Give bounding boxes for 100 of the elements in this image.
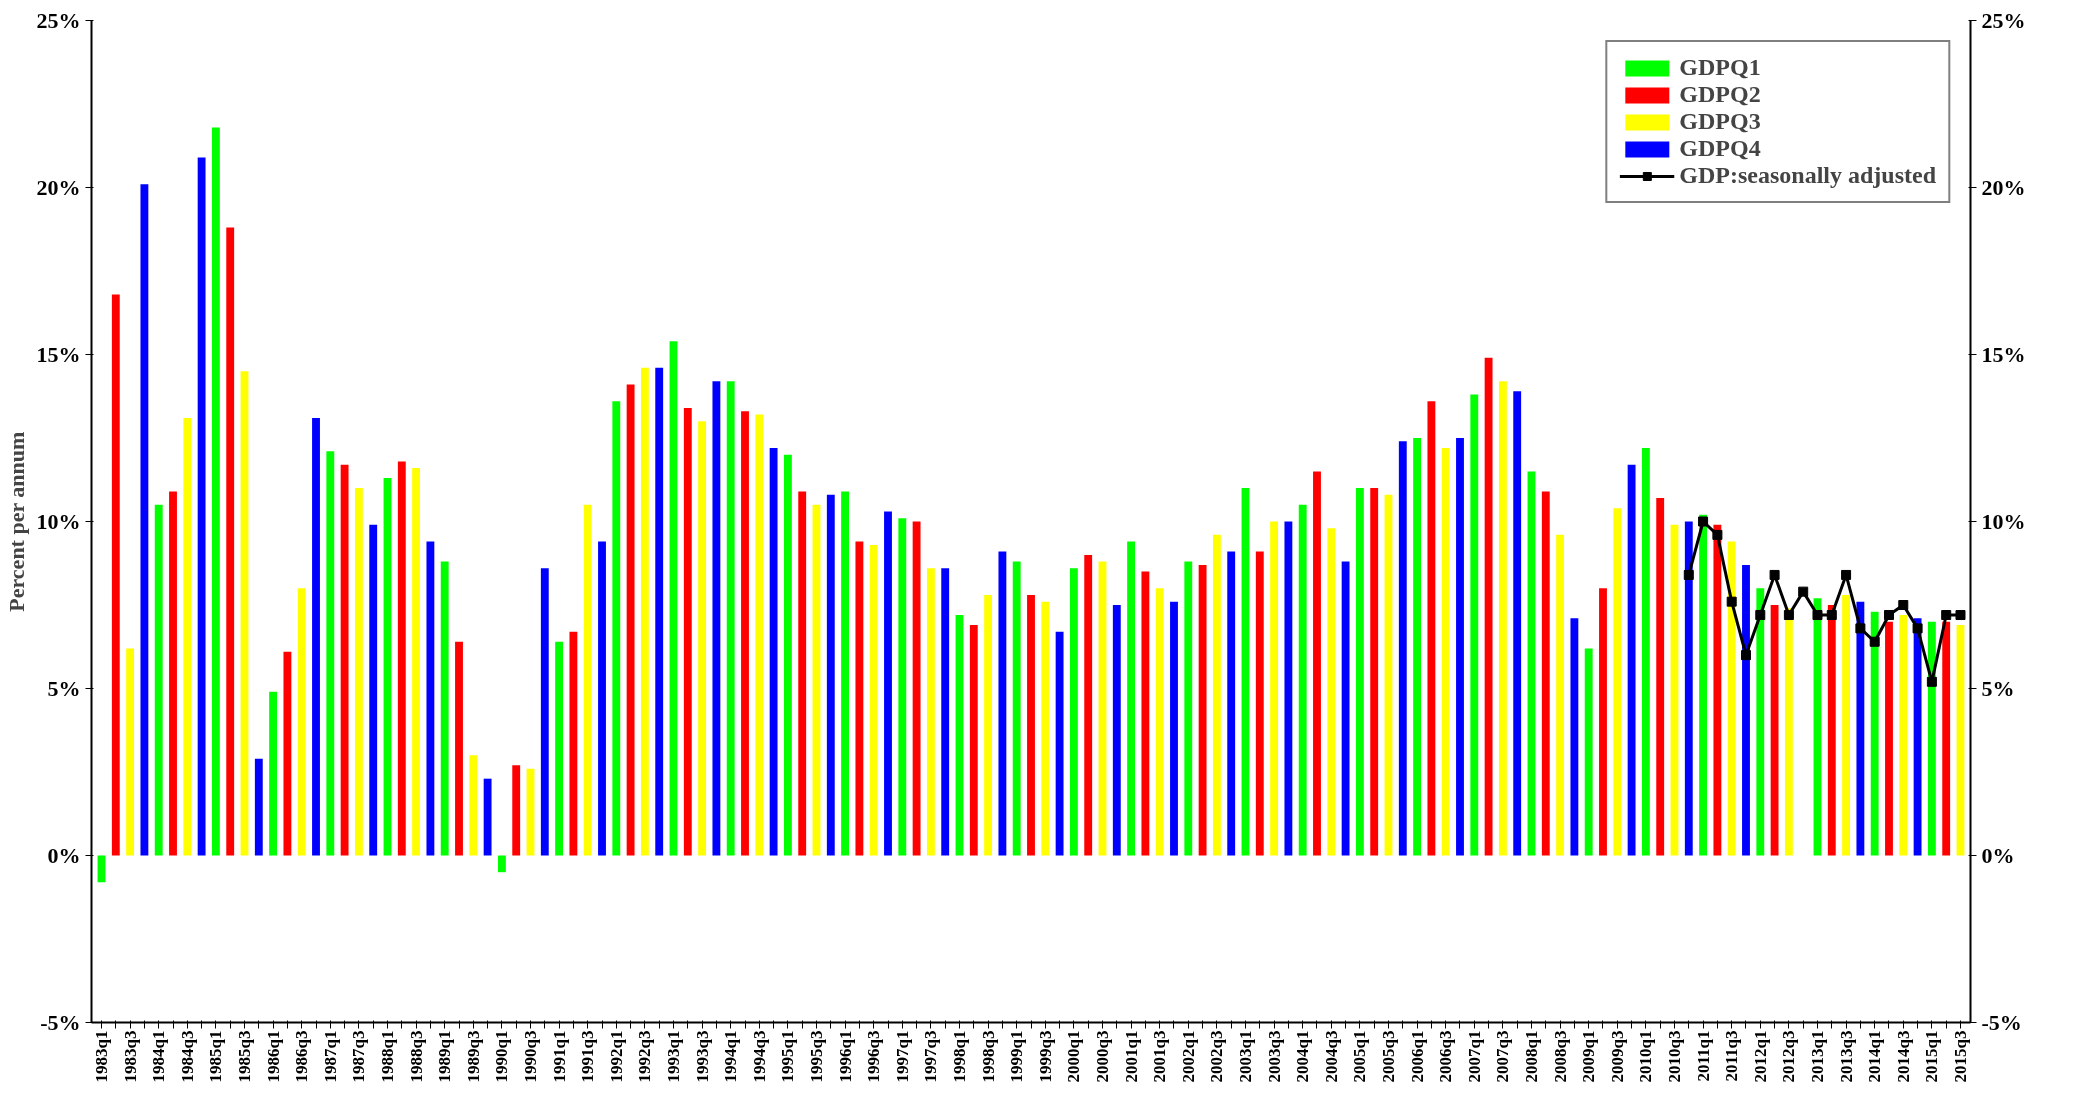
bar <box>469 755 478 856</box>
bar <box>1112 605 1121 856</box>
bar <box>1656 498 1665 856</box>
bar <box>1584 648 1593 856</box>
x-tick-label: 1983q1 <box>92 1030 112 1083</box>
x-tick-label: 1983q3 <box>120 1030 140 1083</box>
bar <box>1127 541 1136 856</box>
x-tick-label: 2015q3 <box>1950 1030 1970 1083</box>
bar <box>926 568 935 856</box>
bar <box>1556 534 1565 856</box>
bar <box>1227 551 1236 856</box>
x-tick-label: 2000q1 <box>1064 1030 1084 1083</box>
bar <box>1255 551 1264 856</box>
bar <box>197 157 206 856</box>
x-tick-label: 1990q1 <box>492 1030 512 1083</box>
point <box>1812 610 1823 621</box>
bar <box>183 417 192 856</box>
x-tick-label: 1985q1 <box>206 1030 226 1083</box>
x-tick-label: 2001q3 <box>1150 1030 1170 1083</box>
bar <box>655 367 664 856</box>
y2-tick-label: 20% <box>1981 175 2026 200</box>
x-tick-label: 2011q1 <box>1693 1030 1713 1082</box>
bar <box>326 451 335 856</box>
bar <box>855 541 864 856</box>
x-tick-label: 2004q3 <box>1321 1030 1341 1083</box>
bar <box>698 421 707 856</box>
bar <box>1341 561 1350 856</box>
x-tick-label: 2007q3 <box>1493 1030 1513 1083</box>
bar <box>512 765 521 856</box>
x-tick-label: 2010q1 <box>1636 1030 1656 1083</box>
point <box>1941 610 1952 621</box>
x-tick-label: 1995q3 <box>807 1030 826 1083</box>
x-tick-label: 2002q3 <box>1207 1030 1227 1083</box>
bar <box>1012 561 1021 856</box>
point <box>1955 610 1966 621</box>
bar <box>583 504 592 856</box>
x-tick-label: 1997q3 <box>921 1030 941 1083</box>
bar <box>1827 605 1836 856</box>
bar <box>741 411 749 856</box>
x-tick-label: 2005q3 <box>1379 1030 1398 1083</box>
bar <box>1084 554 1093 856</box>
bar <box>1927 621 1936 856</box>
x-tick-label: 2000q3 <box>1093 1030 1112 1083</box>
bar <box>1470 394 1479 856</box>
bar <box>226 227 235 856</box>
bar <box>826 494 835 856</box>
point <box>1798 586 1809 597</box>
point <box>1841 569 1852 580</box>
bar <box>254 758 263 856</box>
bar <box>1141 571 1150 856</box>
bar <box>612 401 621 856</box>
bar <box>1284 521 1293 856</box>
bar <box>1641 448 1650 856</box>
x-tick-label: 1991q1 <box>549 1030 569 1083</box>
x-tick-label: 1998q3 <box>978 1030 998 1083</box>
legend-label: GDP:seasonally adjusted <box>1679 162 1936 189</box>
bar <box>1699 514 1708 856</box>
point <box>1698 516 1709 527</box>
bar <box>1398 441 1407 856</box>
x-tick-label: 1986q1 <box>263 1030 283 1083</box>
point <box>1755 610 1766 621</box>
x-tick-label: 1984q3 <box>177 1030 197 1083</box>
x-tick-label: 1987q3 <box>349 1030 369 1083</box>
bar <box>1599 588 1607 856</box>
bar <box>984 594 993 856</box>
y-axis-title: Percent per annum <box>3 431 29 612</box>
y-tick-label: 5% <box>47 676 81 701</box>
y-tick-label: 20% <box>36 175 81 200</box>
bar <box>455 641 463 856</box>
x-tick-label: 2004q1 <box>1293 1030 1313 1083</box>
x-tick-label: 1994q3 <box>749 1030 769 1083</box>
x-tick-label: 1995q1 <box>778 1030 798 1083</box>
x-tick-label: 1984q1 <box>149 1030 169 1083</box>
x-tick-label: 1992q1 <box>606 1030 626 1083</box>
point <box>1726 596 1737 607</box>
legend-label: GDPQ3 <box>1679 108 1761 135</box>
x-tick-label: 1989q1 <box>435 1030 455 1083</box>
bar <box>726 381 735 856</box>
bar <box>1742 564 1750 856</box>
bar <box>1842 594 1851 856</box>
bar <box>1155 588 1164 856</box>
x-tick-label: 1996q3 <box>864 1030 884 1083</box>
y-tick-label: -5% <box>40 1010 81 1035</box>
bar <box>369 524 378 856</box>
bar <box>1270 521 1279 856</box>
x-tick-label: 2015q1 <box>1922 1030 1942 1083</box>
bar <box>1413 438 1422 856</box>
bar <box>841 491 850 856</box>
bar <box>912 521 921 856</box>
y-tick-label: 0% <box>47 843 81 868</box>
bar <box>1456 438 1464 856</box>
bar <box>884 511 892 856</box>
bar <box>798 491 807 856</box>
bar <box>683 407 692 856</box>
x-tick-label: 2001q1 <box>1121 1030 1141 1083</box>
bar <box>440 561 449 856</box>
x-tick-label: 1988q3 <box>406 1030 426 1083</box>
bar <box>1570 618 1579 856</box>
y2-tick-label: 25% <box>1981 8 2026 33</box>
x-tick-label: 2011q3 <box>1722 1030 1742 1082</box>
